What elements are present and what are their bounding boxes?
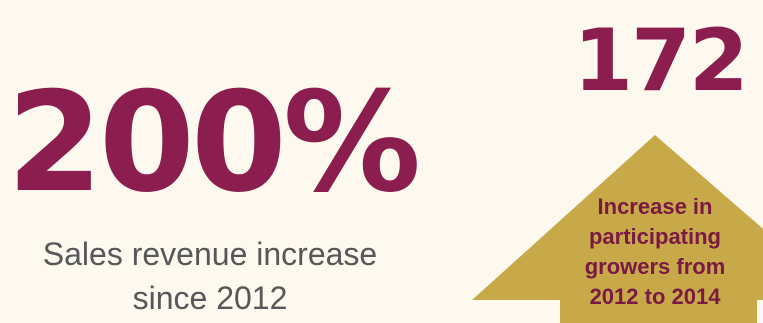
revenue-increase-value: 200% bbox=[6, 62, 421, 223]
up-arrow-fill bbox=[472, 135, 763, 323]
growers-increase-label: Increase in participating growers from 2… bbox=[584, 194, 726, 309]
revenue-increase-label: Sales revenue increase since 2012 bbox=[42, 236, 378, 316]
growers-increase-value: 172 bbox=[573, 11, 749, 111]
